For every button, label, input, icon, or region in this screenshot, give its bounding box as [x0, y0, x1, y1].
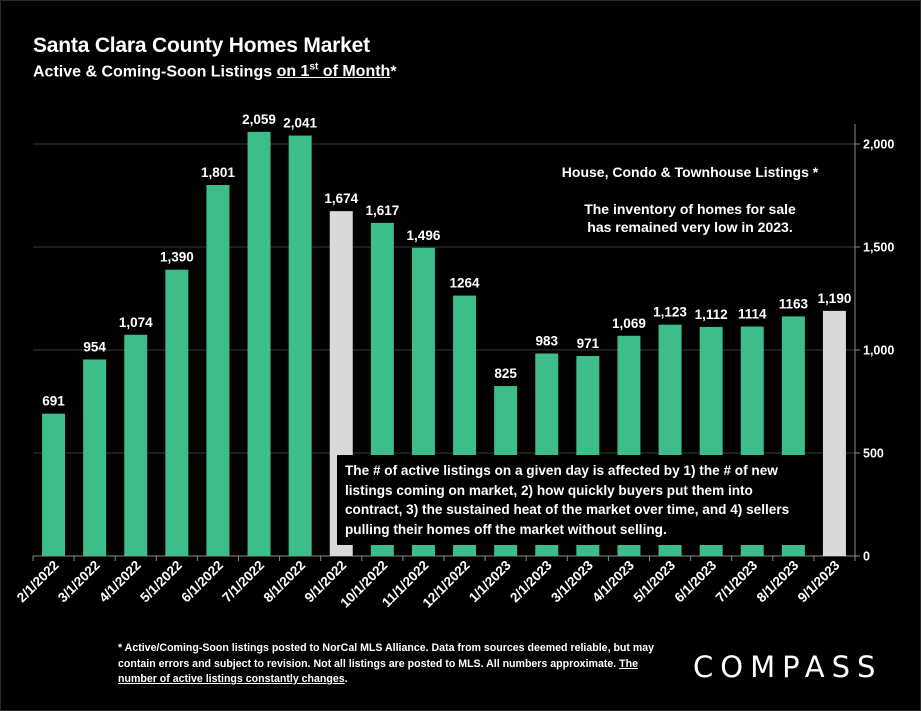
bar-value-label: 1,674 — [324, 191, 358, 206]
bar — [822, 310, 846, 556]
x-tick-label: 7/1/2023 — [713, 557, 761, 605]
subtitle-suffix: * — [390, 63, 397, 81]
bar-value-label: 2,041 — [283, 116, 317, 131]
y-tick-label: 2,000 — [863, 138, 894, 152]
bar-value-label: 1,123 — [653, 305, 687, 320]
compass-logo: COMPASS — [693, 650, 883, 684]
inventory-note: The inventory of homes for sale has rema… — [540, 200, 840, 236]
bar-value-label: 1,112 — [695, 307, 728, 322]
bar — [247, 131, 271, 556]
bar-value-label: 1163 — [779, 296, 809, 311]
x-tick-label: 1/1/2023 — [466, 557, 514, 605]
inventory-note-line-1: The inventory of homes for sale — [584, 201, 796, 217]
footnote-underlined: The number of active listings constantly… — [118, 657, 638, 686]
x-tick-label: 2/1/2022 — [14, 558, 62, 606]
bar — [288, 135, 312, 556]
bar — [124, 334, 148, 556]
footnote-text: * Active/Coming-Soon listings posted to … — [118, 642, 655, 670]
bar-value-label: 1,617 — [365, 203, 399, 218]
bar-value-label: 1264 — [450, 276, 481, 291]
subtitle-underlined-pre: on 1 — [276, 63, 310, 81]
x-tick-label: 5/1/2022 — [137, 558, 185, 606]
explanation-callout: The # of active listings on a given day … — [337, 455, 819, 545]
x-tick-label: 6/1/2022 — [178, 558, 226, 606]
x-tick-label: 8/1/2022 — [260, 558, 308, 606]
footnote-end: . — [344, 673, 348, 685]
bar-value-label: 1,496 — [407, 228, 441, 243]
x-tick-label: 8/1/2023 — [754, 557, 802, 605]
bar-value-label: 1,074 — [119, 315, 153, 330]
y-tick-label: 1,500 — [863, 241, 894, 255]
bar-value-label: 971 — [577, 336, 600, 351]
bar — [83, 359, 107, 556]
inventory-note-line-2: has remained very low in 2023. — [587, 219, 793, 235]
x-tick-label: 9/1/2023 — [795, 557, 843, 605]
chart-subtitle: Active & Coming-Soon Listings on 1st of … — [33, 62, 397, 81]
bar-value-label: 1,801 — [201, 165, 235, 180]
bar — [206, 184, 230, 556]
x-tick-label: 3/1/2023 — [548, 557, 596, 605]
subtitle-underlined-post: of Month — [318, 63, 391, 81]
footnote: * Active/Coming-Soon listings posted to … — [118, 641, 658, 688]
bar-value-label: 825 — [494, 366, 517, 381]
x-tick-label: 5/1/2023 — [630, 557, 678, 605]
bar-value-label: 2,059 — [242, 112, 276, 127]
bar — [165, 269, 189, 556]
bar-value-label: 1,390 — [160, 250, 194, 265]
x-tick-label: 4/1/2022 — [96, 558, 144, 606]
y-tick-label: 1,000 — [863, 344, 894, 358]
x-tick-label: 4/1/2023 — [589, 557, 637, 605]
subtitle-superscript: st — [309, 62, 319, 73]
bar-value-label: 1,190 — [818, 291, 852, 306]
subtitle-underlined: on 1st of Month — [276, 62, 391, 81]
x-tick-label: 2/1/2023 — [507, 557, 555, 605]
listing-type-note: House, Condo & Townhouse Listings * — [561, 164, 819, 180]
bar-value-label: 954 — [83, 339, 106, 354]
chart-title: Santa Clara County Homes Market — [33, 34, 370, 57]
y-tick-label: 0 — [863, 550, 870, 564]
bar-value-label: 691 — [42, 394, 65, 409]
x-tick-label: 7/1/2022 — [219, 558, 267, 606]
bar-value-label: 983 — [535, 334, 558, 349]
subtitle-prefix: Active & Coming-Soon Listings — [33, 63, 277, 81]
x-tick-label: 3/1/2022 — [55, 558, 103, 606]
bar-value-label: 1,069 — [612, 316, 646, 331]
bar — [42, 413, 66, 556]
bar-value-label: 1114 — [738, 307, 767, 322]
x-tick-label: 6/1/2023 — [671, 557, 719, 605]
y-tick-label: 500 — [863, 447, 884, 461]
